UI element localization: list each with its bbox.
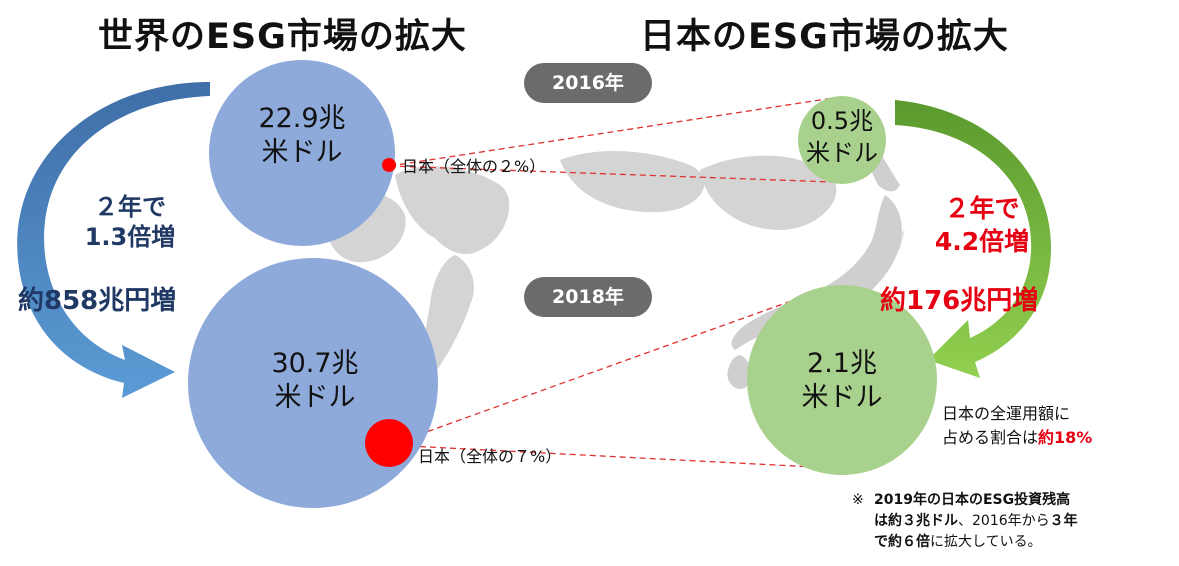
japan-growth-line1: ２年で xyxy=(944,194,1020,223)
japan-growth-multiplier: ２年で 4.2倍増 xyxy=(912,192,1052,258)
japan-title: 日本のESG市場の拡大 xyxy=(640,17,1009,57)
world-growth-line1: ２年で xyxy=(94,193,166,221)
japan-share-dot-2018 xyxy=(365,419,413,467)
footnote-line3-a: で約６倍 xyxy=(874,534,930,550)
footnote-line2-a: は約３兆ドル xyxy=(874,513,958,529)
footnote-mark: ※ xyxy=(852,492,864,508)
japan-2016-value: 0.5兆 米ドル xyxy=(792,105,892,169)
world-growth-amount: 約858兆円増 xyxy=(18,286,177,316)
year-2016-badge: 2016年 xyxy=(524,63,652,103)
japan-share-line1: 日本の全運用額に xyxy=(942,404,1071,423)
japan-share-2016-label: 日本（全体の２%） xyxy=(402,157,546,176)
japan-2018-value: 2.1兆 米ドル xyxy=(782,347,902,415)
japan-share-text: 日本の全運用額に 占める割合は約18% xyxy=(942,402,1092,450)
japan-growth-arrow xyxy=(895,100,1052,378)
world-2018-value-unit: 米ドル xyxy=(274,382,356,413)
japan-share-dot-2016 xyxy=(382,158,396,172)
world-2016-value-amount: 22.9兆 xyxy=(258,103,346,134)
japan-2018-value-amount: 2.1兆 xyxy=(807,348,877,379)
footnote-line2-c: ３年 xyxy=(1049,513,1078,529)
world-growth-line2: 1.3倍増 xyxy=(84,223,176,251)
year-2018-badge: 2018年 xyxy=(524,277,652,317)
japan-share-2018-label: 日本（全体の７%） xyxy=(418,447,562,466)
japan-2018-value-unit: 米ドル xyxy=(801,382,883,413)
japan-share-prefix: 占める割合は xyxy=(942,428,1039,447)
footnote-line2-b: 、2016年から xyxy=(958,513,1050,529)
world-growth-arrow xyxy=(17,82,210,398)
japan-share-line2: 占める割合は約18% xyxy=(942,426,1092,450)
guide-lines xyxy=(389,97,834,469)
world-2016-circle xyxy=(209,60,395,246)
japan-2016-value-amount: 0.5兆 xyxy=(810,107,874,135)
japan-growth-amount: 約176兆円増 xyxy=(880,286,1039,316)
footnote-line3-b: に拡大している。 xyxy=(930,534,1042,550)
japan-2016-value-unit: 米ドル xyxy=(806,139,878,167)
japan-2018-circle xyxy=(747,285,937,475)
world-2016-value-unit: 米ドル xyxy=(261,137,343,168)
japan-2016-circle xyxy=(798,96,886,184)
world-2016-value: 22.9兆 米ドル xyxy=(232,102,372,170)
japan-growth-line2: 4.2倍増 xyxy=(934,227,1030,256)
footnote-line1: 2019年の日本のESG投資残高 xyxy=(874,492,1071,508)
world-2018-value-amount: 30.7兆 xyxy=(271,348,359,379)
world-title: 世界のESG市場の拡大 xyxy=(98,17,467,57)
japan-share-value: 約18% xyxy=(1038,428,1093,447)
world-growth-multiplier: ２年で 1.3倍増 xyxy=(60,192,200,252)
japan-map xyxy=(727,140,905,389)
world-2018-value: 30.7兆 米ドル xyxy=(240,347,390,415)
footnote: 2019年の日本のESG投資残高 は約３兆ドル、2016年から３年 で約６倍に拡… xyxy=(874,490,1174,553)
